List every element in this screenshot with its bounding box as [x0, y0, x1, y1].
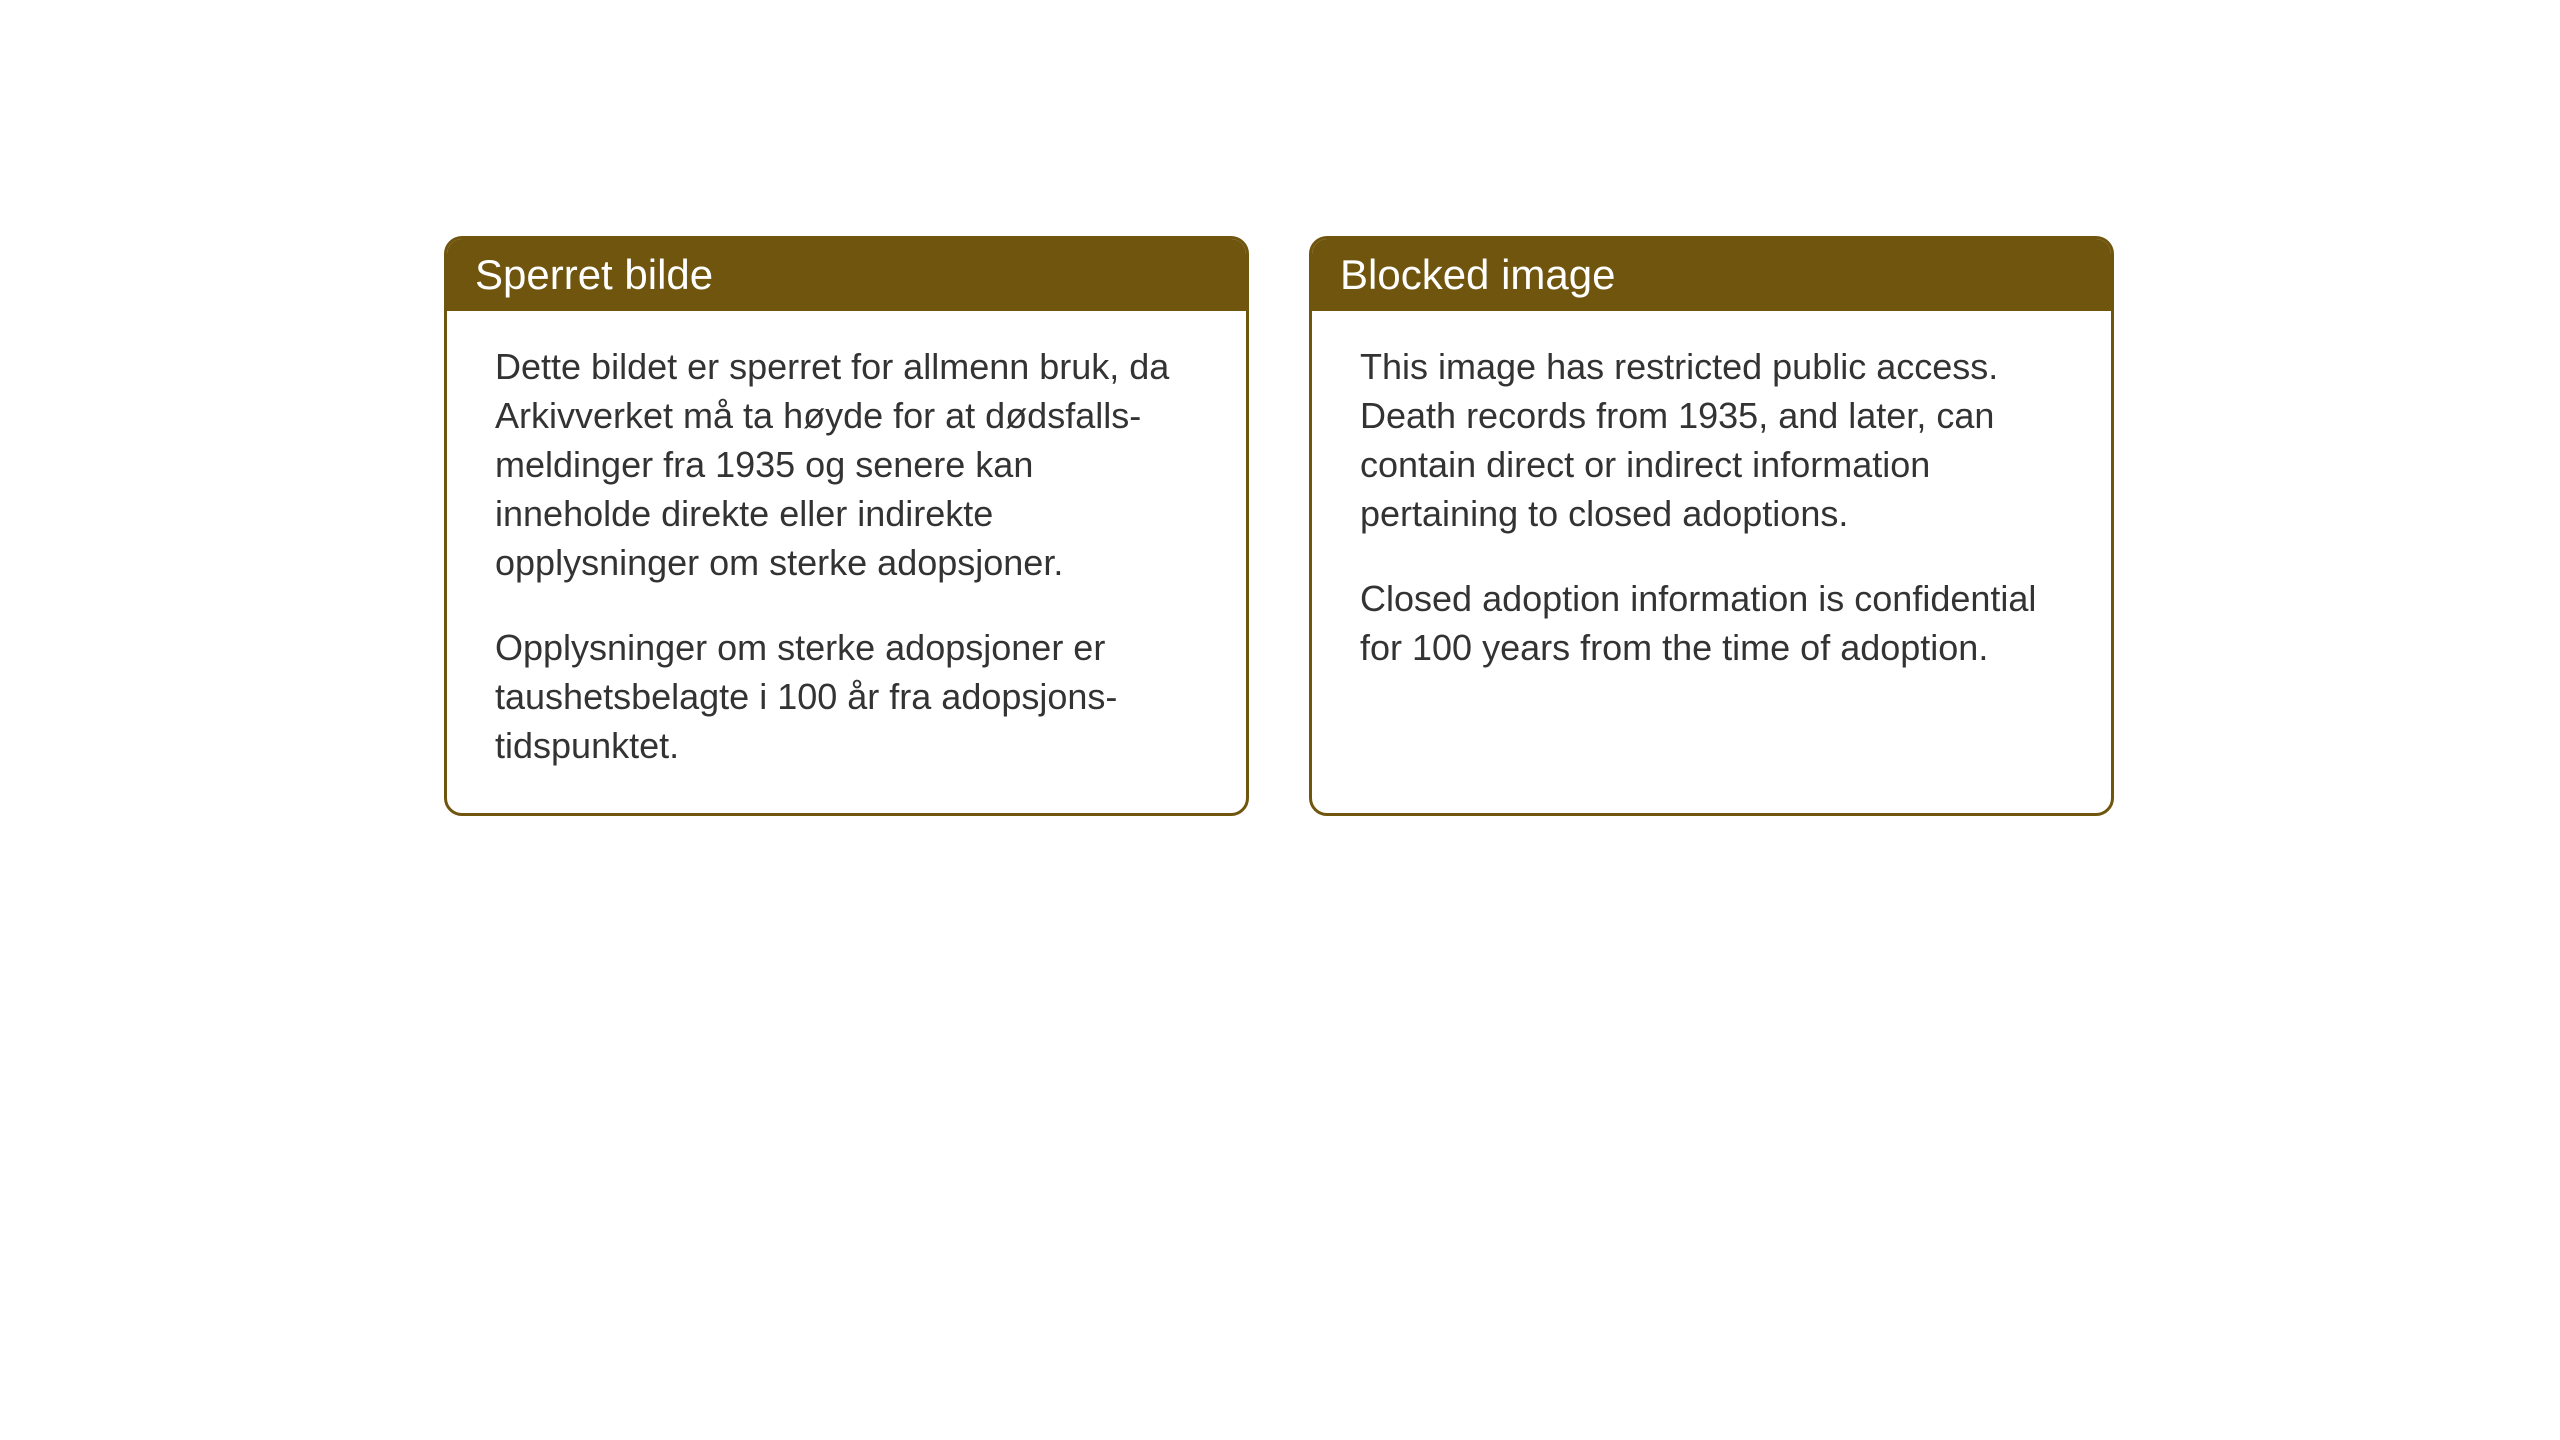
english-notice-card: Blocked image This image has restricted … [1309, 236, 2114, 816]
norwegian-card-title: Sperret bilde [475, 251, 713, 298]
english-card-title: Blocked image [1340, 251, 1615, 298]
norwegian-paragraph-1: Dette bildet er sperret for allmenn bruk… [495, 343, 1198, 588]
english-card-header: Blocked image [1312, 239, 2111, 311]
norwegian-notice-card: Sperret bilde Dette bildet er sperret fo… [444, 236, 1249, 816]
english-card-body: This image has restricted public access.… [1312, 311, 2111, 715]
english-paragraph-1: This image has restricted public access.… [1360, 343, 2063, 539]
norwegian-card-header: Sperret bilde [447, 239, 1246, 311]
norwegian-card-body: Dette bildet er sperret for allmenn bruk… [447, 311, 1246, 813]
norwegian-paragraph-2: Opplysninger om sterke adopsjoner er tau… [495, 624, 1198, 771]
notice-cards-container: Sperret bilde Dette bildet er sperret fo… [444, 236, 2114, 816]
english-paragraph-2: Closed adoption information is confident… [1360, 575, 2063, 673]
